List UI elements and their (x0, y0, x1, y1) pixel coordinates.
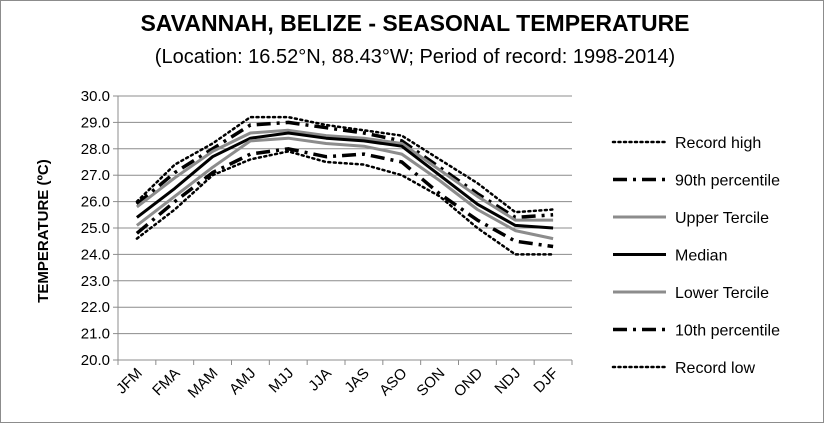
legend-label: Upper Tercile (675, 210, 769, 227)
x-tick-label: JJA (305, 365, 335, 395)
y-tick-label: 21.0 (81, 326, 110, 343)
y-tick-label: 26.0 (81, 194, 110, 211)
legend-label: Record high (675, 135, 761, 152)
y-tick-label: 27.0 (81, 167, 110, 184)
series-lines (135, 115, 555, 256)
series-line (135, 150, 555, 256)
legend: Record high 90th percentile Upper Tercile M… (611, 135, 780, 377)
series-line (135, 115, 555, 214)
y-tick-label: 30.0 (81, 88, 110, 105)
series-line (135, 147, 554, 249)
series-line (135, 136, 554, 241)
gridlines (113, 95, 572, 361)
legend-label: Lower Tercile (675, 285, 769, 302)
y-tick-label: 23.0 (81, 273, 110, 290)
chart-subtitle: (Location: 16.52°N, 88.43°W; Period of r… (155, 46, 675, 68)
x-tick-label: NDJ (491, 365, 524, 398)
y-tick-label: 29.0 (81, 114, 110, 131)
series-line (135, 128, 554, 222)
legend-label: 90th percentile (675, 173, 780, 190)
series-line (135, 131, 554, 230)
legend-label: Median (675, 248, 727, 265)
axes (117, 96, 573, 365)
legend-label: Record low (675, 360, 755, 377)
x-tick-label: ASO (376, 365, 410, 399)
x-tick-labels: JFM FMA MAM AMJ MJJ JJA JAS ASO SON OND NDJ DJF (113, 365, 562, 402)
y-tick-label: 22.0 (81, 299, 110, 316)
y-axis-label: TEMPERATURE (ºC) (35, 159, 52, 303)
y-tick-labels: 30.0 29.0 28.0 27.0 26.0 25.0 24.0 23.0 22.0 21.0… (81, 88, 110, 369)
x-tick-label: JFM (113, 365, 146, 398)
x-tick-label: SON (413, 365, 448, 400)
x-tick-label: DJF (530, 365, 561, 396)
x-tick-label: AMJ (226, 365, 259, 398)
x-tick-label: FMA (149, 365, 183, 399)
y-tick-label: 20.0 (81, 352, 110, 369)
x-tick-label: JAS (341, 365, 372, 396)
x-tick-label: MJJ (266, 365, 297, 396)
legend-label: 10th percentile (675, 323, 780, 340)
y-tick-label: 25.0 (81, 220, 110, 237)
y-tick-label: 24.0 (81, 246, 110, 263)
x-tick-label: MAM (185, 365, 222, 402)
y-tick-label: 28.0 (81, 141, 110, 158)
x-tick-label: OND (451, 365, 487, 401)
chart-title: SAVANNAH, BELIZE - SEASONAL TEMPERATURE (140, 10, 689, 36)
series-line (135, 120, 554, 220)
